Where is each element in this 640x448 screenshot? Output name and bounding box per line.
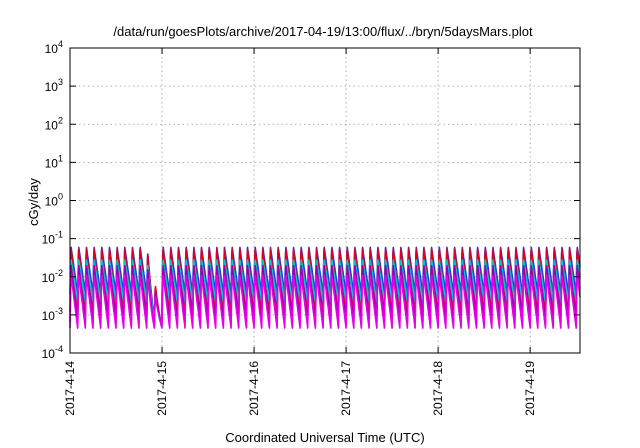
grid <box>70 48 580 353</box>
y-tick-label: 10-3 <box>42 306 63 323</box>
x-axis-label: Coordinated Universal Time (UTC) <box>225 430 424 445</box>
y-tick-label: 10-2 <box>42 268 63 285</box>
y-tick-label: 103 <box>45 77 63 94</box>
y-axis: 10-4 10-3 10-2 10-1 100 101 102 103 104 <box>42 39 580 361</box>
x-tick-label: 2017-4-14 <box>63 361 77 416</box>
y-tick-label: 101 <box>45 153 63 170</box>
series-line-5 <box>69 274 581 329</box>
series-layer <box>69 246 581 329</box>
y-tick-label: 10-1 <box>42 230 63 247</box>
x-tick-label: 2017-4-16 <box>247 361 261 416</box>
x-tick-label: 2017-4-15 <box>155 361 169 416</box>
y-tick-label: 10-4 <box>42 344 63 361</box>
x-axis: 2017-4-14 2017-4-15 2017-4-16 2017-4-17 2017… <box>63 48 537 416</box>
y-axis-label: cGy/day <box>26 178 41 226</box>
chart-title: /data/run/goesPlots/archive/2017-04-19/1… <box>113 24 533 39</box>
x-tick-label: 2017-4-18 <box>431 361 445 416</box>
y-tick-label: 100 <box>45 192 63 209</box>
y-tick-label: 102 <box>45 115 63 132</box>
x-tick-label: 2017-4-19 <box>523 361 537 416</box>
y-tick-label: 104 <box>45 39 63 56</box>
x-tick-label: 2017-4-17 <box>339 361 353 416</box>
